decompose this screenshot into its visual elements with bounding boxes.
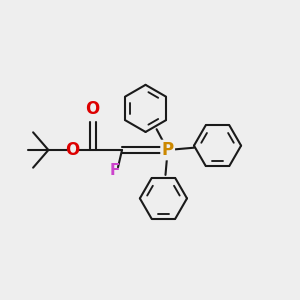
Text: P: P: [162, 141, 174, 159]
Text: F: F: [109, 163, 120, 178]
Text: O: O: [65, 141, 79, 159]
Text: O: O: [85, 100, 100, 118]
